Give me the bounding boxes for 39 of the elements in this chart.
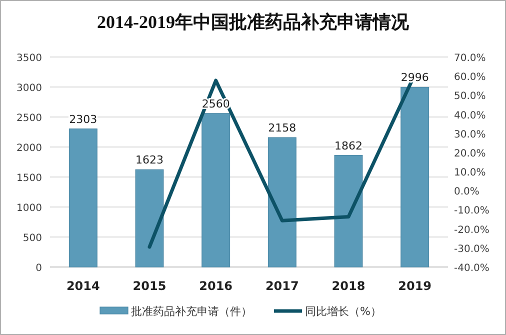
data-label: 2303 — [69, 112, 98, 126]
x-tick-label: 2015 — [132, 279, 166, 293]
y2-tick-label: 70.0% — [454, 53, 486, 64]
x-tick-label: 2018 — [332, 279, 366, 293]
y-tick-label: 1000 — [16, 203, 42, 214]
y-tick-label: 2000 — [16, 143, 42, 154]
y2-tick-label: 20.0% — [454, 148, 486, 160]
y2-tick-label: 0.0% — [454, 186, 480, 198]
y2-tick-label: -40.0% — [454, 263, 490, 274]
y-tick-label: 1500 — [16, 173, 42, 184]
y2-tick-label: 60.0% — [454, 72, 486, 84]
bar — [68, 128, 98, 268]
bar — [400, 86, 430, 268]
chart-title: 2014-2019年中国批准药品补充申请情况 — [97, 12, 410, 32]
y-tick-label: 2500 — [16, 113, 42, 124]
y-tick-label: 3000 — [16, 83, 42, 94]
legend-label: 批准药品补充申请（件） — [131, 305, 252, 318]
data-label: 2158 — [268, 122, 296, 135]
y2-tick-label: 30.0% — [454, 129, 486, 140]
y2-tick-label: -20.0% — [454, 224, 490, 236]
bar — [135, 169, 164, 268]
y-tick-label: 0 — [36, 263, 42, 274]
y2-tick-label: -10.0% — [454, 206, 490, 217]
x-tick-label: 2016 — [199, 279, 233, 293]
x-tick-label: 2017 — [265, 279, 299, 293]
data-label: 1862 — [334, 139, 362, 152]
x-tick-label: 2019 — [398, 279, 432, 293]
y-tick-label: 3500 — [16, 53, 42, 64]
y2-tick-label: 40.0% — [454, 110, 486, 122]
y2-tick-label: 50.0% — [454, 91, 486, 102]
y2-tick-label: 10.0% — [454, 168, 486, 179]
y2-tick-label: -30.0% — [454, 244, 490, 255]
x-tick-label: 2014 — [66, 279, 100, 293]
data-label: 1623 — [136, 154, 164, 167]
bar — [334, 154, 363, 268]
bar — [268, 137, 296, 268]
legend-label: 同比增长（%） — [305, 305, 382, 318]
bar — [202, 113, 230, 268]
y-tick-label: 500 — [22, 233, 42, 244]
